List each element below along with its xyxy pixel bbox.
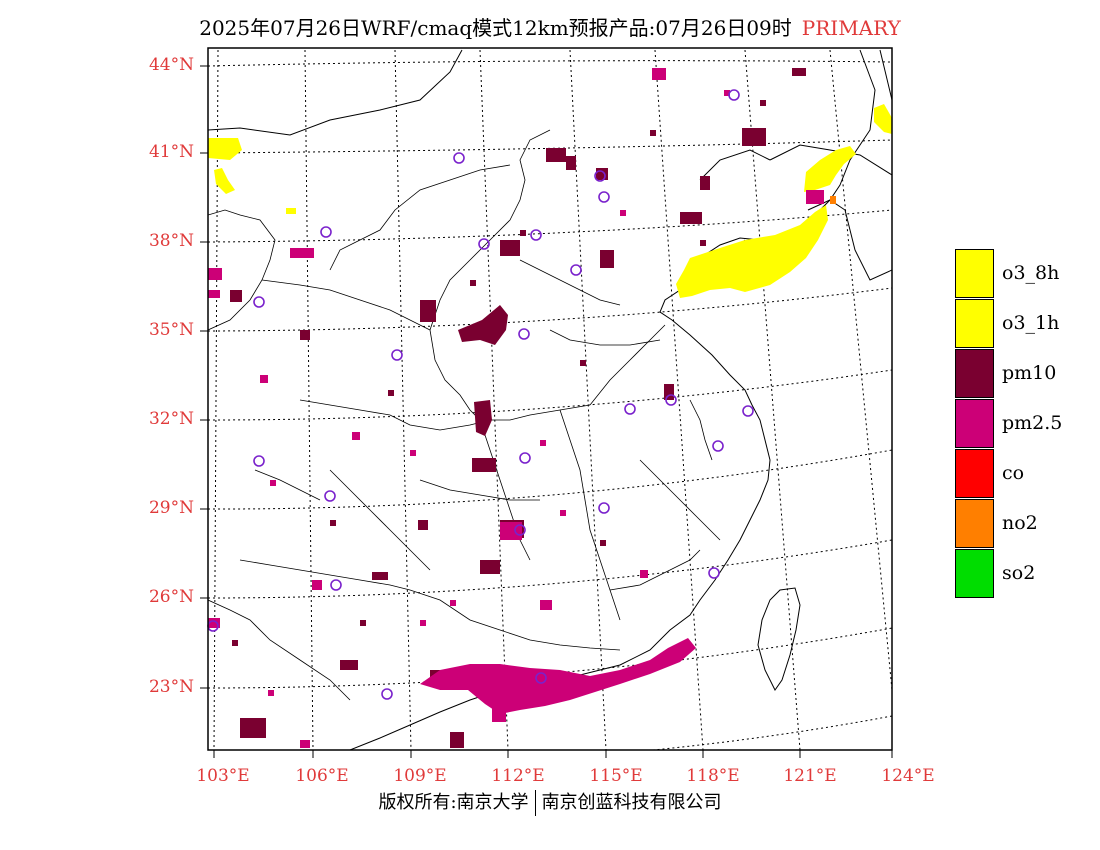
legend-swatch bbox=[955, 549, 994, 598]
city-marker bbox=[519, 452, 531, 464]
lat-label-38n: 38°N bbox=[148, 231, 194, 251]
lon-label-121e: 121°E bbox=[783, 766, 837, 786]
city-marker bbox=[518, 328, 530, 340]
legend-swatch bbox=[955, 299, 994, 348]
lon-label-106e: 106°E bbox=[295, 766, 349, 786]
city-marker bbox=[728, 89, 740, 101]
city-marker bbox=[324, 490, 336, 502]
legend-label: co bbox=[1002, 462, 1025, 484]
lon-label-124e: 124°E bbox=[881, 766, 935, 786]
legend-label: pm10 bbox=[1002, 362, 1057, 384]
city-marker bbox=[594, 170, 606, 182]
city-marker bbox=[708, 567, 720, 579]
pm25-areas bbox=[208, 68, 824, 748]
city-marker bbox=[453, 152, 465, 164]
copyright-left: 版权所有:南京大学 bbox=[378, 792, 529, 813]
legend-label: no2 bbox=[1002, 512, 1038, 534]
lon-label-115e: 115°E bbox=[589, 766, 643, 786]
city-marker bbox=[598, 191, 610, 203]
copyright-right: 南京创蓝科技有限公司 bbox=[541, 792, 722, 813]
city-marker bbox=[570, 264, 582, 276]
city-marker bbox=[598, 502, 610, 514]
legend-label: o3_8h bbox=[1002, 262, 1060, 284]
lat-label-44n: 44°N bbox=[148, 55, 194, 75]
no2-spot bbox=[830, 196, 836, 204]
city-marker bbox=[253, 455, 265, 467]
tick-marks bbox=[200, 65, 893, 758]
city-marker bbox=[391, 349, 403, 361]
city-marker bbox=[742, 405, 754, 417]
province-boundaries bbox=[208, 129, 721, 701]
legend-swatch bbox=[955, 399, 994, 448]
title-primary-tag: PRIMARY bbox=[801, 16, 901, 40]
lat-label-26n: 26°N bbox=[148, 587, 194, 607]
city-marker bbox=[530, 229, 542, 241]
lat-label-29n: 29°N bbox=[148, 498, 194, 518]
city-marker bbox=[624, 403, 636, 415]
city-marker bbox=[665, 394, 677, 406]
map-frame bbox=[207, 47, 893, 751]
legend-swatch bbox=[955, 499, 994, 548]
taiwan-outline bbox=[757, 587, 801, 691]
lat-label-32n: 32°N bbox=[148, 409, 194, 429]
title-main: 2025年07月26日WRF/cmaq模式12km预报产品:07月26日09时 bbox=[199, 16, 792, 40]
legend-swatch bbox=[955, 449, 994, 498]
city-marker bbox=[712, 440, 724, 452]
city-marker bbox=[381, 688, 393, 700]
lat-label-41n: 41°N bbox=[148, 142, 194, 162]
o3-areas bbox=[208, 104, 892, 298]
copyright-footer: 版权所有:南京大学 南京创蓝科技有限公司 bbox=[0, 788, 1100, 816]
city-marker bbox=[330, 579, 342, 591]
lon-label-118e: 118°E bbox=[686, 766, 740, 786]
lon-label-103e: 103°E bbox=[196, 766, 250, 786]
legend-label: pm2.5 bbox=[1002, 412, 1063, 434]
legend-label: so2 bbox=[1002, 562, 1036, 584]
city-marker bbox=[478, 238, 490, 250]
city-marker bbox=[535, 672, 547, 684]
lon-label-109e: 109°E bbox=[393, 766, 447, 786]
legend-label: o3_1h bbox=[1002, 312, 1060, 334]
legend-swatch bbox=[955, 249, 994, 298]
scattered-pixels bbox=[232, 90, 766, 696]
map-title: 2025年07月26日WRF/cmaq模式12km预报产品:07月26日09时 P… bbox=[0, 12, 1100, 41]
lon-label-112e: 112°E bbox=[491, 766, 545, 786]
lat-label-35n: 35°N bbox=[148, 320, 194, 340]
city-markers bbox=[207, 89, 754, 700]
city-marker bbox=[320, 226, 332, 238]
city-marker bbox=[253, 296, 265, 308]
pm10-areas bbox=[230, 68, 806, 748]
footer-separator bbox=[534, 790, 536, 816]
map-content bbox=[208, 49, 892, 750]
city-marker bbox=[514, 524, 526, 536]
legend-swatch bbox=[955, 349, 994, 398]
lat-label-23n: 23°N bbox=[148, 677, 194, 697]
